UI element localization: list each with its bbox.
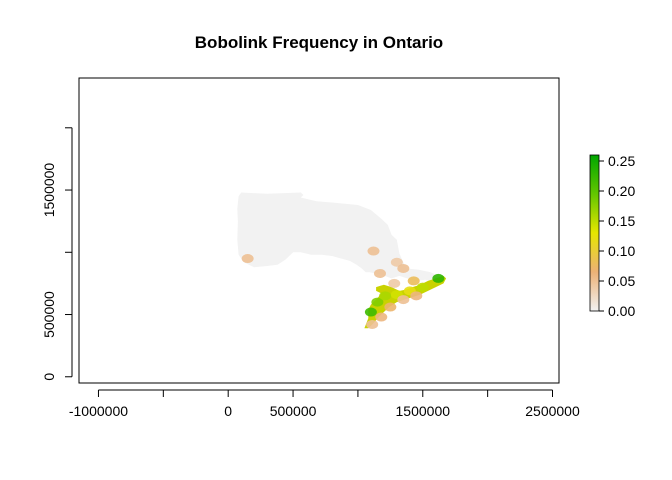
x-axis: -1000000 0 500000 1500000 2500000 [69,389,580,419]
frequency-patch-13 [390,257,403,267]
x-tick-label-3: 500000 [270,403,317,419]
legend-tick-label-3: 0.15 [608,213,635,229]
frequency-patch-15 [367,246,380,256]
frequency-patch-11 [410,291,423,301]
region-ontario-zero-area [237,192,441,283]
frequency-patch-18 [407,276,420,286]
color-legend: 0.00 0.05 0.10 0.15 0.20 0.25 [589,153,635,319]
legend-tick-label-2: 0.10 [608,243,635,259]
frequency-patch-7 [366,319,379,329]
y-tick-label-1: 500000 [41,291,57,338]
frequency-patch-1 [371,297,384,307]
y-tick-label-3: 1500000 [41,163,57,218]
x-tick-label-2: 0 [224,403,232,419]
map-layer [237,192,447,329]
legend-tick-label-5: 0.25 [608,153,635,169]
frequency-patch-9 [384,302,397,312]
frequency-patch-6 [432,273,445,283]
frequency-patch-5 [416,282,429,292]
legend-tick-label-4: 0.20 [608,183,635,199]
x-tick-label-0: -1000000 [69,403,128,419]
frequency-patch-17 [388,278,401,288]
frequency-patch-12 [373,268,386,278]
frequency-patch-14 [397,263,410,273]
frequency-patch-8 [375,312,388,322]
legend-tick-label-1: 0.05 [608,273,635,289]
chart-title: Bobolink Frequency in Ontario [195,33,443,52]
frequency-patch-0 [364,307,377,317]
x-tick-label-5: 1500000 [396,403,451,419]
frequency-patch-16 [241,254,254,264]
legend-color-bar [589,154,600,312]
frequency-patch-10 [397,295,410,305]
y-axis: 0 500000 1500000 [41,127,73,381]
x-tick-label-7: 2500000 [525,403,580,419]
legend-tick-label-0: 0.00 [608,303,635,319]
plot-area-box [78,77,560,384]
frequency-patch-2 [379,291,392,301]
y-tick-label-0: 0 [41,373,57,381]
